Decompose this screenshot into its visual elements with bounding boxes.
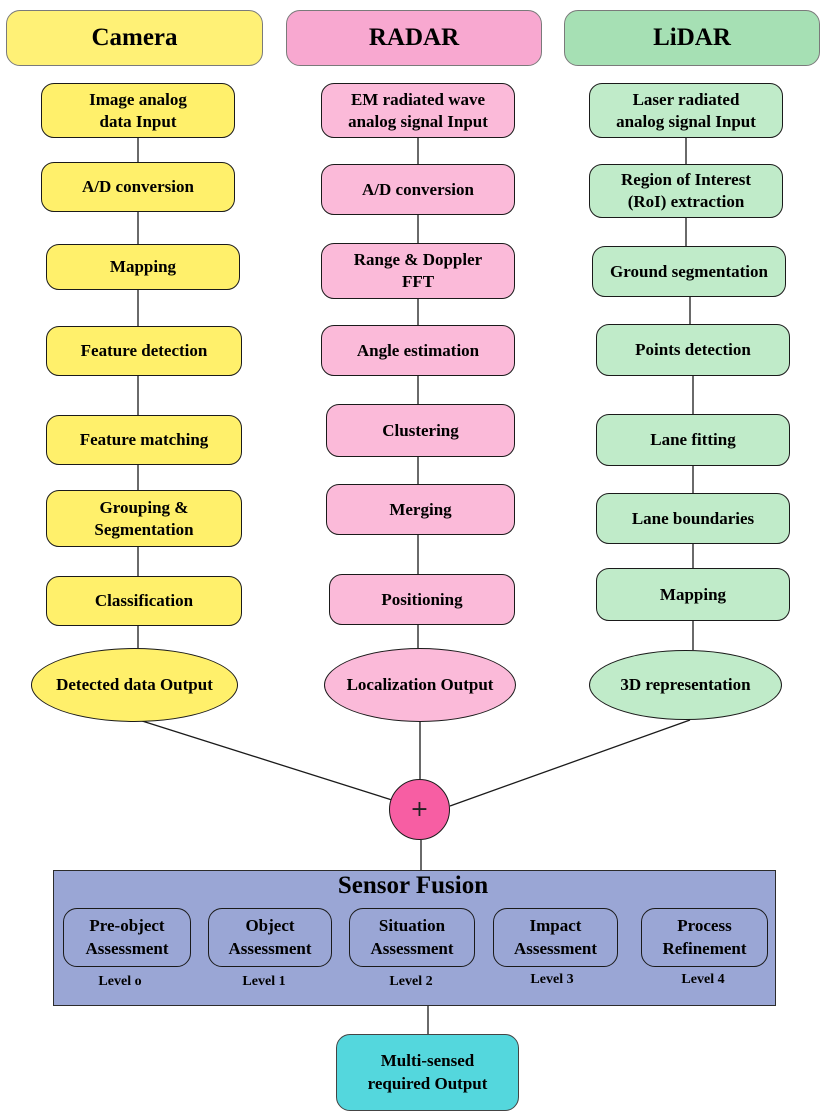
camera-step-4: Feature detection: [46, 326, 242, 376]
level-1-box: Object Assessment: [208, 908, 332, 967]
level-4-label: Level 4: [681, 972, 725, 987]
radar-step-1: EM radiated wave analog signal Input: [321, 83, 515, 138]
fusion-plus-node: +: [389, 779, 450, 840]
level-0-label: Level o: [98, 974, 142, 989]
camera-header: Camera: [6, 10, 263, 66]
level-2-label: Level 2: [389, 974, 433, 989]
camera-output: Detected data Output: [31, 648, 238, 722]
level-3-label: Level 3: [530, 972, 574, 987]
level-2-box: Situation Assessment: [349, 908, 475, 967]
level-3-box: Impact Assessment: [493, 908, 618, 967]
camera-step-6: Grouping & Segmentation: [46, 490, 242, 547]
camera-step-2: A/D conversion: [41, 162, 235, 212]
camera-step-5: Feature matching: [46, 415, 242, 465]
camera-step-3: Mapping: [46, 244, 240, 290]
radar-step-4: Angle estimation: [321, 325, 515, 376]
lidar-step-6: Lane boundaries: [596, 493, 790, 544]
radar-header: RADAR: [286, 10, 542, 66]
sensor-fusion-title: Sensor Fusion: [337, 872, 489, 899]
radar-step-7: Positioning: [329, 574, 515, 625]
radar-step-2: A/D conversion: [321, 164, 515, 215]
lidar-step-3: Ground segmentation: [592, 246, 786, 297]
lidar-step-1: Laser radiated analog signal Input: [589, 83, 783, 138]
lidar-step-4: Points detection: [596, 324, 790, 376]
lidar-output: 3D representation: [589, 650, 782, 720]
radar-step-6: Merging: [326, 484, 515, 535]
camera-step-7: Classification: [46, 576, 242, 626]
camera-step-1: Image analog data Input: [41, 83, 235, 138]
final-output-box: Multi-sensed required Output: [336, 1034, 519, 1111]
lidar-step-7: Mapping: [596, 568, 790, 621]
level-0-box: Pre-object Assessment: [63, 908, 191, 967]
lidar-step-5: Lane fitting: [596, 414, 790, 466]
level-4-box: Process Refinement: [641, 908, 768, 967]
radar-step-5: Clustering: [326, 404, 515, 457]
lidar-step-2: Region of Interest (RoI) extraction: [589, 164, 783, 218]
radar-step-3: Range & Doppler FFT: [321, 243, 515, 299]
lidar-header: LiDAR: [564, 10, 820, 66]
level-1-label: Level 1: [242, 974, 286, 989]
radar-output: Localization Output: [324, 648, 516, 722]
